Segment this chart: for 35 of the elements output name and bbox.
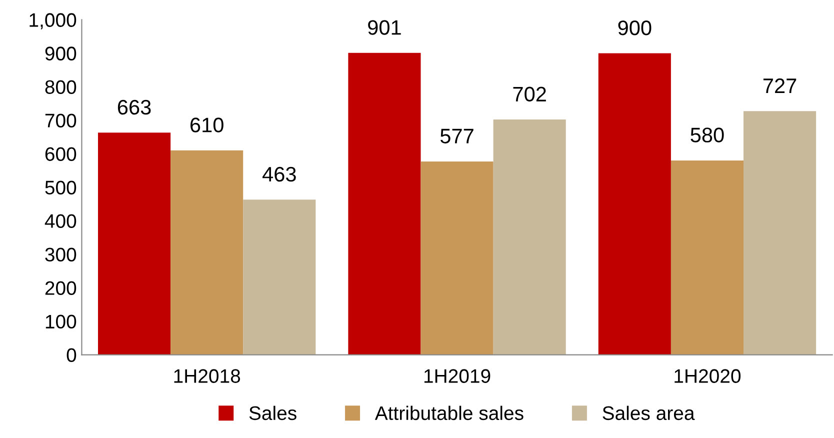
- data-label: 580: [690, 128, 724, 142]
- y-tick-label: 0: [66, 348, 76, 362]
- y-tick-label: 500: [45, 180, 76, 194]
- y-tick-label: 300: [45, 248, 76, 262]
- y-tick-label: 600: [45, 147, 76, 161]
- data-label: 900: [618, 20, 652, 36]
- legend-label: Sales area: [602, 406, 695, 420]
- data-label: 727: [763, 78, 796, 93]
- y-tick-label: 800: [45, 80, 76, 94]
- data-label: 702: [513, 86, 546, 102]
- x-tick-label: 1H2020: [674, 369, 741, 383]
- x-tick-label: 1H2018: [174, 369, 240, 383]
- legend-label: Attributable sales: [374, 406, 524, 420]
- bar: [670, 160, 744, 355]
- data-label: 610: [190, 118, 224, 132]
- bar: [493, 120, 566, 355]
- bar: [348, 52, 421, 355]
- y-tick-label: 100: [46, 314, 76, 329]
- y-tick-label: 1,000: [30, 13, 76, 30]
- bar: [598, 53, 671, 355]
- data-label: 577: [440, 128, 474, 144]
- y-tick-label: 900: [45, 46, 76, 60]
- data-label: 663: [118, 100, 151, 115]
- legend-label: Sales: [249, 406, 296, 420]
- data-label: 901: [368, 20, 401, 35]
- bar: [170, 150, 244, 355]
- y-tick-label: 700: [45, 114, 76, 128]
- data-label: 463: [262, 166, 296, 182]
- bar: [744, 111, 816, 355]
- bar: [420, 161, 494, 355]
- x-tick-label: 1H2019: [424, 369, 490, 383]
- bar: [243, 200, 316, 355]
- bar: [98, 132, 171, 355]
- y-tick-label: 200: [45, 281, 76, 296]
- y-tick-label: 400: [44, 214, 76, 228]
